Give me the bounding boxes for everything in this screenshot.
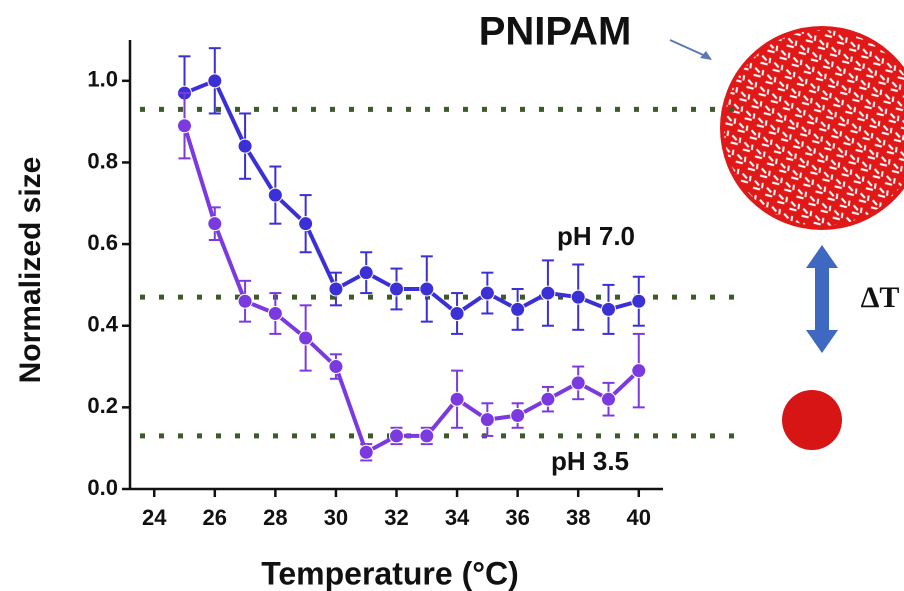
x-tick-label: 24: [142, 505, 167, 530]
point: [298, 216, 314, 232]
point: [177, 118, 193, 134]
point: [358, 444, 374, 460]
x-axis-label: Temperature (°C): [261, 555, 519, 591]
y-tick-label: 0.4: [87, 312, 118, 337]
point: [389, 281, 404, 297]
point: [570, 375, 586, 391]
pnipam-collapsed: [782, 390, 842, 450]
point: [267, 305, 283, 321]
point: [237, 138, 253, 154]
y-tick-label: 0.6: [87, 230, 118, 255]
point: [449, 305, 465, 321]
y-tick-label: 0.8: [87, 148, 118, 173]
pnipam-swollen: [720, 26, 904, 230]
point: [267, 187, 283, 203]
point: [358, 265, 374, 281]
point: [600, 391, 616, 407]
delta-label: ΔT: [861, 281, 900, 314]
x-tick-label: 40: [627, 505, 651, 530]
point: [237, 293, 253, 309]
point: [389, 428, 404, 444]
material-label: PNIPAM: [479, 10, 632, 54]
x-tick-label: 30: [324, 505, 348, 530]
point: [207, 216, 223, 232]
y-tick-label: 0.0: [87, 475, 118, 500]
x-tick-label: 36: [505, 505, 529, 530]
delta-arrow: [806, 245, 838, 353]
point: [570, 289, 586, 305]
series-label: pH 3.5: [551, 446, 629, 476]
point: [207, 73, 223, 89]
point: [540, 391, 556, 407]
pointer-head: [700, 51, 712, 60]
y-tick-label: 1.0: [87, 67, 118, 92]
x-tick-label: 28: [263, 505, 287, 530]
y-axis-label: Normalized size: [14, 157, 47, 384]
point: [600, 301, 616, 317]
point: [328, 281, 344, 297]
point: [510, 301, 526, 317]
x-tick-label: 26: [203, 505, 227, 530]
y-tick-label: 0.2: [87, 393, 118, 418]
point: [419, 281, 435, 297]
x-tick-label: 32: [384, 505, 408, 530]
point: [631, 363, 647, 379]
point: [298, 330, 314, 346]
point: [449, 391, 465, 407]
series-line: [183, 78, 640, 316]
point: [540, 285, 556, 301]
point: [479, 412, 495, 428]
series-line: [182, 125, 641, 456]
point: [328, 359, 344, 375]
x-tick-label: 38: [566, 505, 590, 530]
series-label: pH 7.0: [557, 221, 635, 251]
x-tick-label: 34: [445, 505, 470, 530]
point: [631, 293, 647, 309]
point: [419, 428, 435, 444]
point: [479, 285, 495, 301]
point: [510, 408, 526, 424]
